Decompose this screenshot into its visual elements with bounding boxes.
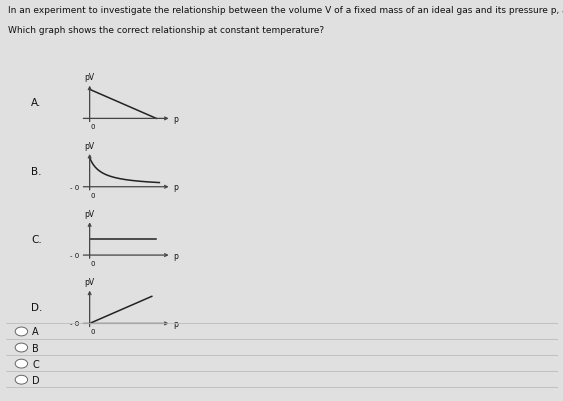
Text: p: p (173, 319, 178, 328)
Text: Which graph shows the correct relationship at constant temperature?: Which graph shows the correct relationsh… (8, 26, 325, 35)
Text: 0: 0 (91, 328, 95, 334)
Text: p: p (173, 251, 178, 260)
Text: In an experiment to investigate the relationship between the volume V of a fixed: In an experiment to investigate the rela… (8, 6, 563, 15)
Text: - 0: - 0 (70, 184, 79, 190)
Text: 0: 0 (91, 260, 95, 266)
Text: 0: 0 (91, 124, 95, 130)
Text: pV: pV (84, 278, 95, 287)
Text: D.: D. (31, 302, 42, 312)
Text: p: p (173, 115, 178, 124)
Text: pV: pV (84, 73, 95, 82)
Text: A.: A. (31, 98, 41, 108)
Text: B: B (32, 343, 39, 352)
Text: C: C (32, 359, 39, 369)
Text: C.: C. (31, 234, 42, 244)
Text: A: A (32, 327, 39, 336)
Text: p: p (173, 183, 178, 192)
Text: D: D (32, 375, 40, 385)
Text: pV: pV (84, 142, 95, 150)
Text: - 0: - 0 (70, 321, 79, 326)
Text: B.: B. (31, 166, 42, 176)
Text: pV: pV (84, 210, 95, 219)
Text: 0: 0 (91, 192, 95, 198)
Text: - 0: - 0 (70, 253, 79, 258)
